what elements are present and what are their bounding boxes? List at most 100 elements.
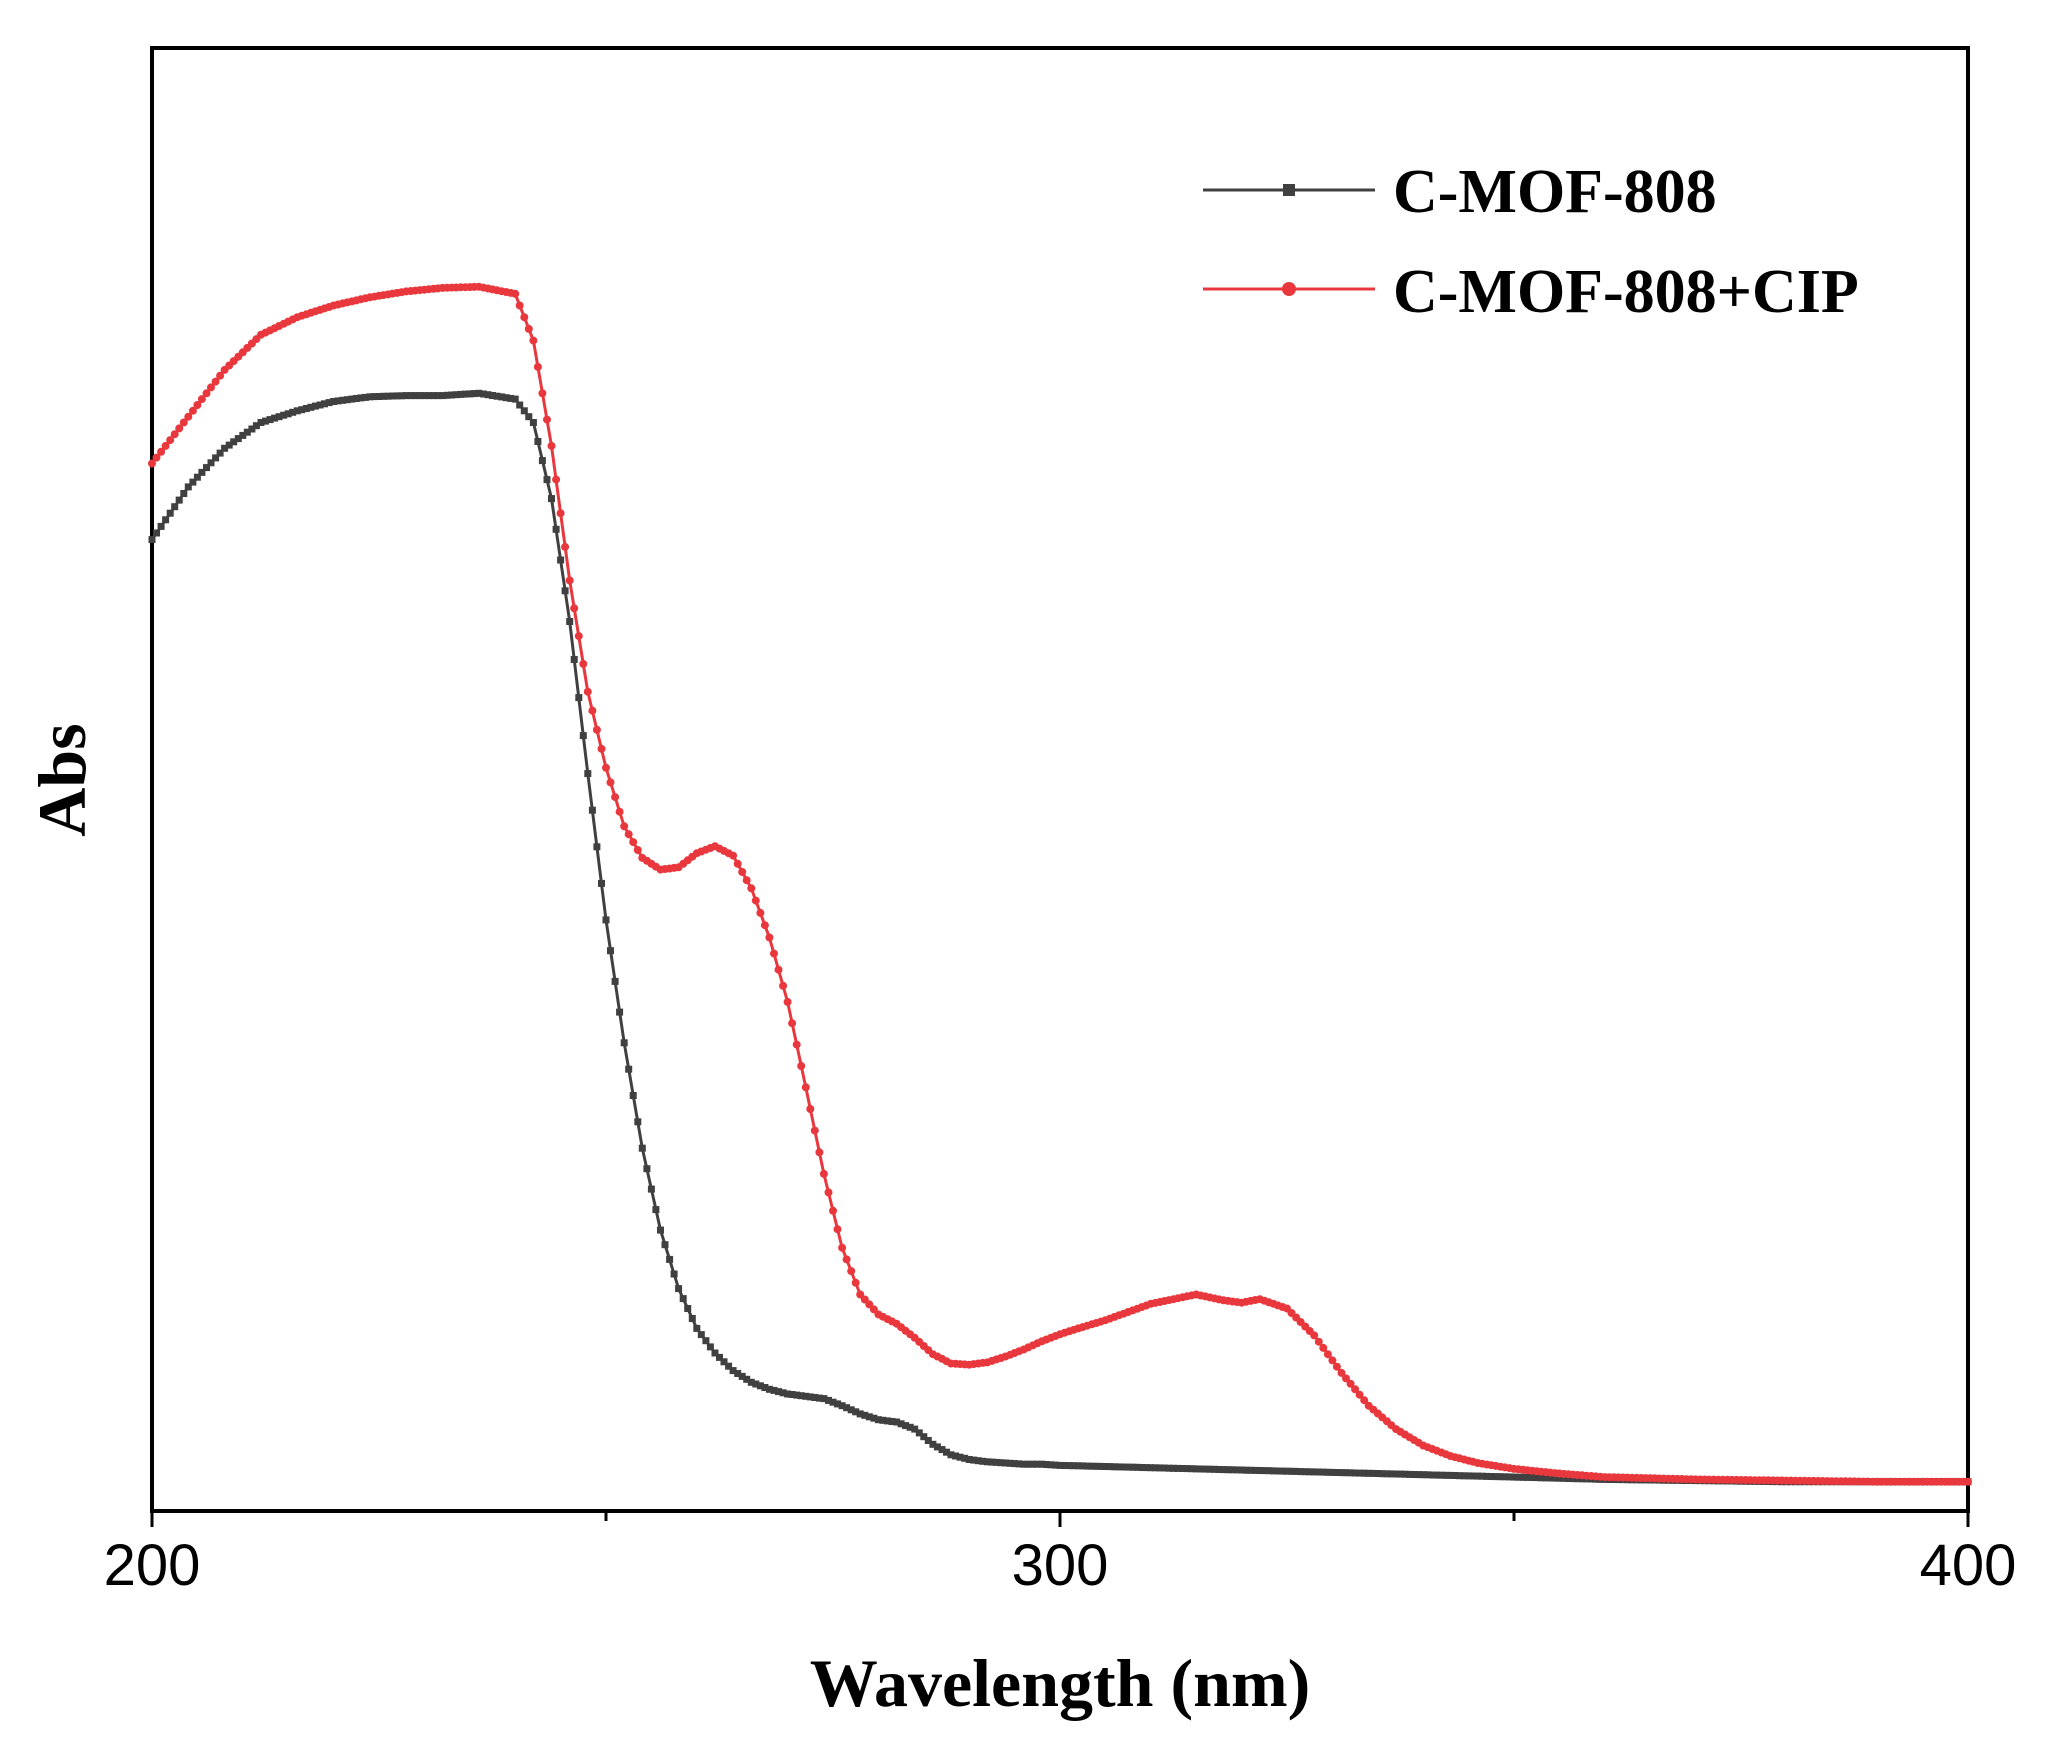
data-point <box>620 822 629 831</box>
data-point <box>797 1392 805 1400</box>
data-point <box>484 391 492 399</box>
data-point <box>1260 1467 1268 1475</box>
data-point <box>384 392 392 400</box>
data-point <box>371 393 378 401</box>
data-point <box>1251 1466 1259 1474</box>
data-point <box>1338 1469 1345 1477</box>
data-point <box>498 393 506 401</box>
data-point <box>1555 1474 1563 1482</box>
data-point <box>1465 1472 1473 1480</box>
data-point <box>266 416 274 424</box>
data-point <box>1115 1463 1123 1471</box>
data-point <box>775 1388 782 1396</box>
data-point <box>1170 1464 1177 1472</box>
data-point <box>634 1118 642 1126</box>
data-point <box>770 1386 778 1394</box>
data-point <box>184 483 192 491</box>
data-point <box>675 1285 683 1293</box>
data-point <box>1215 1466 1223 1473</box>
data-point <box>779 981 788 990</box>
data-point <box>311 402 319 410</box>
data-point <box>1015 1460 1023 1468</box>
data-point <box>847 1267 856 1276</box>
data-point <box>457 390 465 398</box>
data-point <box>752 1380 760 1388</box>
data-point <box>851 1278 860 1287</box>
data-point <box>1360 1396 1369 1405</box>
data-point <box>1365 1469 1373 1477</box>
data-point <box>1133 1463 1141 1471</box>
data-point <box>180 490 188 497</box>
data-point <box>943 1448 950 1456</box>
data-point <box>575 694 583 702</box>
data-point <box>1337 1368 1346 1377</box>
data-point <box>357 394 365 402</box>
data-point <box>1542 1474 1550 1482</box>
data-point <box>1319 1343 1328 1352</box>
data-point <box>770 949 778 958</box>
data-point <box>189 478 197 486</box>
data-point <box>1460 1472 1468 1480</box>
data-point <box>1247 1466 1255 1474</box>
data-point <box>1120 1463 1128 1471</box>
data-point <box>271 414 279 422</box>
data-point <box>1147 1464 1155 1472</box>
data-point <box>983 1458 991 1466</box>
data-point <box>1156 1464 1164 1472</box>
data-point <box>1506 1473 1513 1481</box>
data-point <box>1061 1462 1068 1469</box>
data-point <box>1332 1362 1341 1371</box>
data-point <box>1524 1473 1532 1481</box>
data-point <box>633 846 642 854</box>
data-point <box>1033 1460 1041 1468</box>
data-point <box>607 947 614 955</box>
data-point <box>1478 1472 1486 1480</box>
data-point <box>602 916 610 924</box>
data-point <box>606 778 615 787</box>
data-point <box>615 807 624 816</box>
data-point <box>843 1404 851 1412</box>
data-point <box>1002 1459 1009 1467</box>
data-point <box>811 1394 819 1401</box>
data-point <box>788 1391 796 1398</box>
series-c-mof-808 <box>148 389 1972 1486</box>
data-point <box>779 1389 787 1397</box>
data-point <box>1029 1460 1037 1468</box>
data-point <box>534 438 542 445</box>
data-point <box>1279 1467 1286 1475</box>
data-point <box>1351 1469 1359 1477</box>
data-point <box>592 725 601 734</box>
data-point <box>638 1144 646 1152</box>
data-point <box>1265 1467 1273 1475</box>
data-point <box>166 509 174 517</box>
data-point <box>366 393 374 401</box>
data-point <box>153 529 160 537</box>
data-point <box>248 425 256 433</box>
data-point <box>434 392 442 400</box>
data-point <box>838 1243 847 1252</box>
data-point <box>825 1396 832 1404</box>
data-point <box>1056 1461 1064 1469</box>
legend-marker-c-mof-808 <box>1283 184 1295 196</box>
data-point <box>452 391 460 399</box>
data-point <box>1160 1464 1168 1472</box>
data-point <box>561 542 570 551</box>
data-point <box>179 418 188 427</box>
x-tick-label: 200 <box>104 1533 201 1598</box>
data-point <box>1356 1469 1364 1477</box>
data-point <box>380 392 387 400</box>
x-axis-title: Wavelength (nm) <box>810 1645 1311 1721</box>
data-point <box>552 475 561 484</box>
data-point <box>588 706 597 715</box>
data-point <box>565 576 574 585</box>
data-point <box>157 522 165 530</box>
data-point <box>679 1295 687 1303</box>
data-point <box>1401 1470 1409 1478</box>
data-point <box>1233 1466 1241 1474</box>
legend-label-c-mof-808-cip: C-MOF-808+CIP <box>1393 258 1859 326</box>
data-point <box>579 732 587 740</box>
data-point <box>1129 1463 1137 1471</box>
data-point <box>793 1391 801 1399</box>
data-point <box>697 1331 705 1339</box>
data-point <box>1551 1474 1559 1482</box>
